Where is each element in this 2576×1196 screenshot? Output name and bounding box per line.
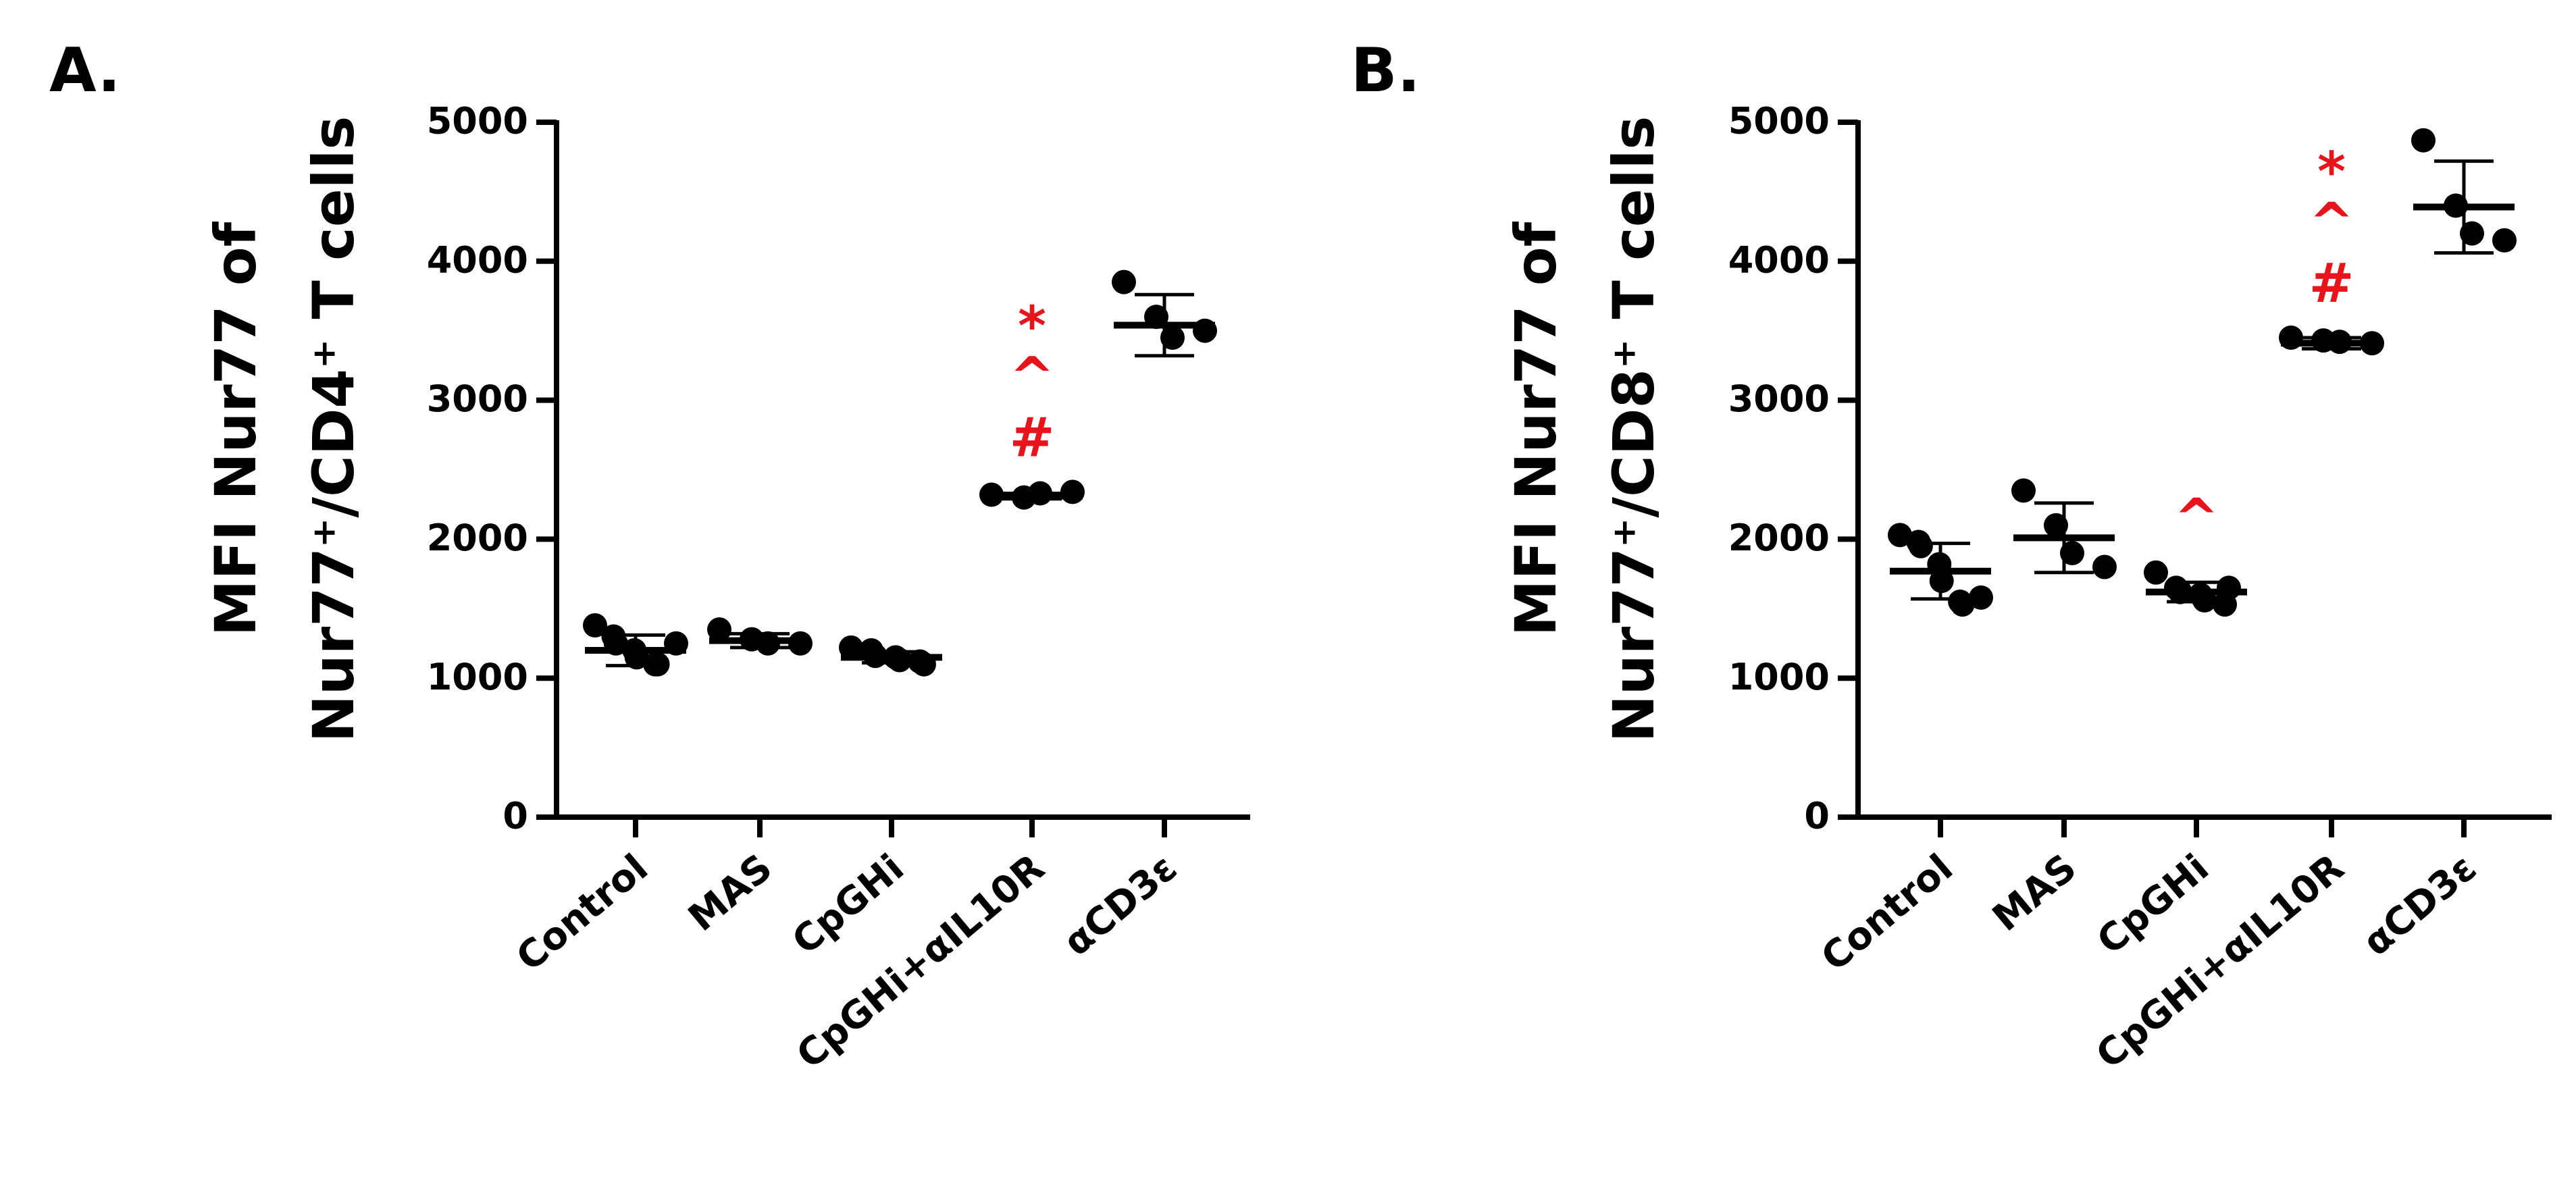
y-tick-label: 3000 (427, 378, 528, 420)
data-point (1112, 269, 1136, 294)
significance-mark: * (2317, 140, 2346, 203)
y-axis-label: Nur77⁺/CD4⁺ T cells (301, 116, 367, 743)
y-tick-label: 2000 (1728, 517, 1830, 559)
data-point (2217, 575, 2241, 600)
y-tick-label: 2000 (427, 517, 528, 559)
panel-label: B. (1351, 35, 1420, 106)
data-point (707, 617, 731, 642)
significance-mark: # (2309, 252, 2354, 315)
y-tick-label: 5000 (427, 100, 528, 142)
y-tick-label: 1000 (1728, 656, 1830, 698)
y-tick-label: 5000 (1728, 100, 1830, 142)
panel-label: A. (49, 35, 121, 106)
x-tick-label: Control (509, 846, 656, 981)
data-point (1160, 325, 1185, 350)
significance-mark: # (1009, 406, 1054, 469)
data-point (2044, 513, 2068, 538)
significance-mark: * (1018, 294, 1046, 357)
data-point (2092, 554, 2117, 579)
data-point (1969, 585, 1993, 610)
data-point (2411, 128, 2436, 153)
x-tick-label: CpGHi (784, 846, 912, 964)
y-tick-label: 4000 (1728, 238, 1830, 281)
x-tick-label: Control (1813, 846, 1961, 981)
data-point (839, 635, 863, 660)
data-point (1908, 534, 1933, 558)
y-tick-label: 4000 (427, 238, 528, 281)
significance-mark: ^ (1009, 345, 1054, 408)
data-point (583, 613, 607, 638)
x-tick-label: CpGHi+αIL10R (2088, 846, 2352, 1078)
data-point (2492, 228, 2517, 253)
y-tick-label: 1000 (427, 656, 528, 698)
y-axis-label: Nur77⁺/CD8⁺ T cells (1601, 116, 1667, 743)
x-tick-label: CpGHi (2089, 846, 2217, 964)
x-tick-label: MAS (1984, 846, 2085, 940)
data-point (2144, 560, 2168, 585)
data-point (1060, 479, 1085, 504)
y-tick-label: 3000 (1728, 378, 1830, 420)
y-tick-label: 0 (503, 795, 528, 837)
data-point (2060, 540, 2084, 565)
significance-mark: ^ (2173, 487, 2219, 550)
data-point (2011, 478, 2036, 503)
x-tick-label: αCD3ε (2355, 846, 2485, 965)
significance-mark: ^ (2309, 191, 2354, 254)
x-tick-label: MAS (680, 846, 781, 940)
x-tick-label: αCD3ε (1056, 846, 1185, 965)
y-axis-label: MFI Nur77 of (203, 221, 269, 636)
data-point (2460, 221, 2484, 246)
y-axis-label: MFI Nur77 of (1503, 221, 1569, 636)
y-tick-label: 0 (1804, 795, 1830, 837)
x-tick-label: CpGHi+αIL10R (788, 846, 1052, 1078)
data-point (1888, 523, 1912, 548)
